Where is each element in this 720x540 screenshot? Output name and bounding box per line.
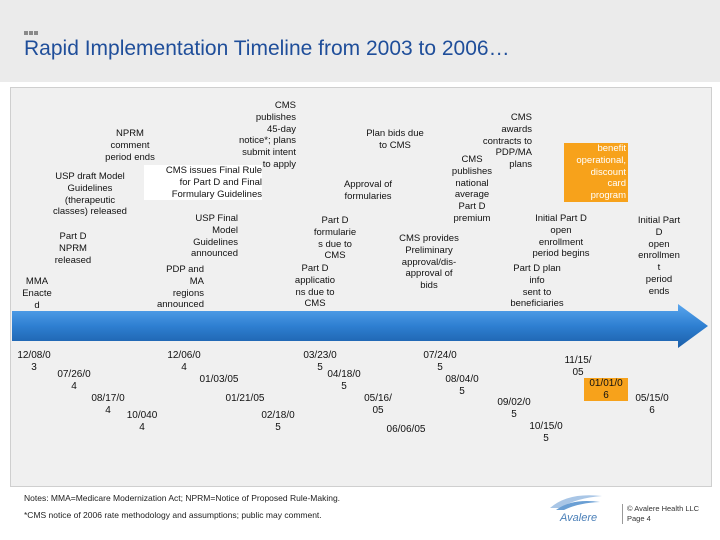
date-label: 09/02/0 5	[497, 397, 531, 420]
label-nprm-comment: NPRM comment period ends	[105, 128, 155, 163]
page-title: Rapid Implementation Timeline from 2003 …	[24, 37, 510, 60]
date-label: 06/06/05	[386, 424, 426, 435]
label-usp-draft: USP draft Model Guidelines (therapeutic …	[53, 171, 127, 218]
label-cms-publishes-45: CMS publishes 45-day notice*; plans subm…	[238, 100, 296, 170]
label-initial-enrollment-ends: Initial Part D open enrollmen t period e…	[637, 215, 681, 297]
date-label: 05/15/0 6	[635, 393, 669, 416]
label-partd-nprm: Part D NPRM released	[54, 231, 92, 266]
label-cms-provides: CMS provides Preliminary approval/dis- a…	[399, 233, 459, 292]
label-partd-applications: Part D applicatio ns due to CMS	[294, 263, 336, 310]
footnote-line: *CMS notice of 2006 rate methodology and…	[24, 510, 322, 520]
footnote-line: Notes: MMA=Medicare Modernization Act; N…	[24, 493, 341, 503]
date-label: 01/03/05	[199, 374, 239, 385]
label-plan-bids: Plan bids due to CMS	[366, 128, 424, 151]
date-label: 02/18/0 5	[261, 410, 295, 433]
date-label: 12/08/0 3	[17, 350, 51, 373]
date-label: 10/15/0 5	[529, 421, 563, 444]
label-partd-plan-info: Part D plan info sent to beneficiaries	[510, 263, 564, 310]
footer-company: © Avalere Health LLC	[627, 504, 700, 513]
date-label: 07/24/0 5	[423, 350, 457, 373]
date-label: 01/01/0 6	[584, 378, 628, 401]
date-label: 05/16/ 05	[364, 393, 392, 416]
date-label: 03/23/0 5	[303, 350, 337, 373]
date-label: 07/26/0 4	[57, 369, 91, 392]
header-mark-icon	[24, 22, 39, 40]
label-cms-final-rule: CMS issues Final Rule for Part D and Fin…	[144, 165, 262, 201]
date-label: 10/040 4	[126, 410, 158, 433]
date-label: 11/15/ 05	[564, 355, 592, 378]
avalere-logo-icon	[550, 495, 602, 510]
label-cms-awards: CMS awards contracts to PDP/MA plans	[482, 112, 532, 171]
date-label: 01/21/05	[225, 393, 265, 404]
label-approval-formularies: Approval of formularies	[343, 179, 393, 202]
label-partd-formularies: Part D formularie s due to CMS	[313, 215, 357, 262]
date-label: 12/06/0 4	[167, 350, 201, 373]
footer-page: Page 4	[627, 514, 651, 523]
label-pdp-ma-regions: PDP and MA regions announced	[156, 264, 204, 311]
date-label: 08/04/0 5	[445, 374, 479, 397]
date-label: 04/18/0 5	[327, 369, 361, 392]
avalere-logo-text: Avalere	[560, 512, 598, 524]
label-initial-enrollment-begins: Initial Part D open enrollment period be…	[532, 213, 590, 260]
footer-credits: © Avalere Health LLC Page 4	[622, 504, 699, 524]
label-cms-publishes-avg: CMS publishes national average Part D pr…	[451, 154, 493, 224]
date-label: 08/17/0 4	[91, 393, 125, 416]
footnotes: Notes: MMA=Medicare Modernization Act; N…	[24, 490, 340, 524]
label-mma-enacted: MMA Enacte d	[22, 276, 52, 311]
timeline-arrow-shape	[12, 304, 708, 348]
label-usp-final: USP Final Model Guidelines announced	[190, 213, 238, 260]
label-benefit-operational: benefit operational, discount card progr…	[564, 143, 628, 202]
header-bar: Rapid Implementation Timeline from 2003 …	[0, 0, 720, 82]
